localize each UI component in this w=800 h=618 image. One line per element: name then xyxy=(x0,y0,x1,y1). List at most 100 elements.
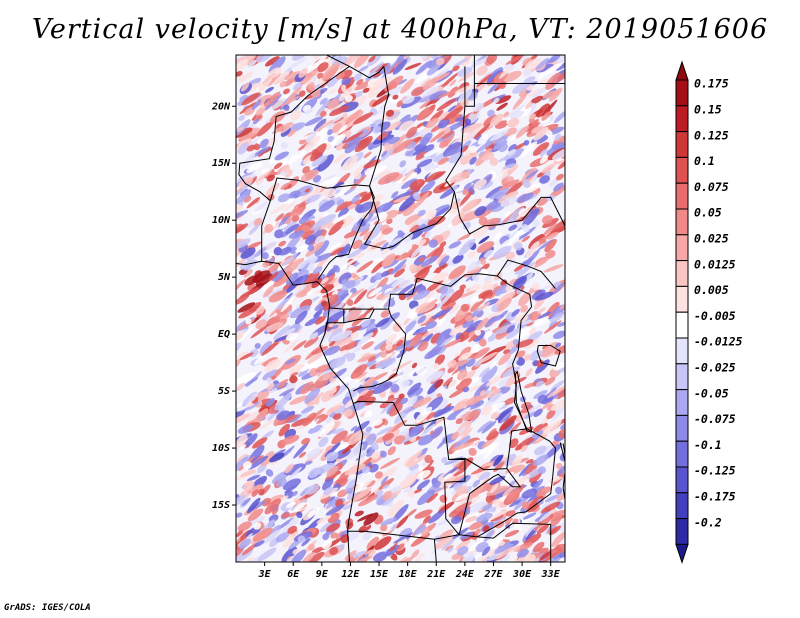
velocity-cell xyxy=(416,454,426,463)
velocity-cell xyxy=(390,351,400,359)
velocity-cell xyxy=(457,545,469,556)
velocity-cell xyxy=(391,277,405,288)
colorbar-swatch xyxy=(675,156,689,184)
velocity-cell xyxy=(367,355,376,362)
velocity-cell xyxy=(345,110,364,123)
velocity-cell xyxy=(310,143,327,162)
velocity-cell xyxy=(236,209,249,221)
velocity-cell xyxy=(409,224,420,233)
velocity-cell xyxy=(417,315,427,324)
velocity-cell xyxy=(301,405,315,414)
velocity-cell xyxy=(557,321,565,327)
velocity-cell xyxy=(253,540,265,548)
velocity-cell xyxy=(412,146,428,156)
velocity-cell xyxy=(511,308,520,317)
velocity-cell xyxy=(287,57,307,70)
velocity-cell xyxy=(493,97,500,104)
velocity-cell xyxy=(443,466,459,478)
velocity-cell xyxy=(543,223,558,236)
velocity-cell xyxy=(354,136,373,153)
velocity-cell xyxy=(387,499,405,517)
velocity-cell xyxy=(413,524,427,536)
velocity-cell xyxy=(250,146,271,159)
velocity-cell xyxy=(501,236,520,247)
lat-label: 5N xyxy=(218,272,231,283)
velocity-cell xyxy=(508,224,518,231)
velocity-cell xyxy=(371,450,381,460)
velocity-cell xyxy=(260,451,275,467)
velocity-cell xyxy=(356,390,374,404)
velocity-cell xyxy=(363,512,379,526)
velocity-cell xyxy=(342,445,352,455)
velocity-cell xyxy=(437,157,449,165)
velocity-cell xyxy=(289,375,298,384)
velocity-cell xyxy=(526,249,534,258)
velocity-cell xyxy=(433,407,451,418)
velocity-cell xyxy=(524,338,540,350)
velocity-cell xyxy=(385,121,402,132)
velocity-cell xyxy=(239,102,257,115)
velocity-cell xyxy=(259,138,269,149)
velocity-cell xyxy=(466,352,479,359)
velocity-cell xyxy=(242,71,254,80)
velocity-cell xyxy=(413,488,423,494)
velocity-cell xyxy=(533,256,550,268)
velocity-cell xyxy=(255,305,265,315)
velocity-cell xyxy=(261,497,271,507)
velocity-cell xyxy=(330,330,353,342)
velocity-cell xyxy=(236,203,244,215)
velocity-cell xyxy=(284,327,296,335)
velocity-cell xyxy=(352,170,362,180)
velocity-cell xyxy=(542,217,559,229)
velocity-cell xyxy=(328,88,337,95)
velocity-cell xyxy=(373,272,384,281)
velocity-cell xyxy=(265,469,274,477)
velocity-cell xyxy=(433,362,439,369)
velocity-cell xyxy=(240,152,256,169)
velocity-cell xyxy=(490,483,499,494)
velocity-cell xyxy=(414,509,433,519)
velocity-cell xyxy=(359,240,372,251)
velocity-cell xyxy=(418,434,434,446)
velocity-cell xyxy=(338,236,352,250)
velocity-cell xyxy=(262,284,276,298)
velocity-cell xyxy=(326,523,341,532)
velocity-cell xyxy=(505,327,521,340)
border-line xyxy=(238,65,350,202)
velocity-cell xyxy=(351,194,361,204)
velocity-cell xyxy=(284,223,300,234)
velocity-cell xyxy=(523,139,530,146)
velocity-cell xyxy=(330,532,339,539)
velocity-cell xyxy=(495,95,512,104)
velocity-cell xyxy=(245,318,252,325)
velocity-cell xyxy=(454,84,474,94)
velocity-cell xyxy=(237,302,256,313)
velocity-cell xyxy=(240,82,250,92)
velocity-cell xyxy=(439,241,447,248)
velocity-cell xyxy=(344,463,366,476)
velocity-cell xyxy=(236,371,257,384)
velocity-cell xyxy=(493,232,502,242)
velocity-cell xyxy=(236,512,243,518)
velocity-cell xyxy=(399,397,409,405)
velocity-cell xyxy=(509,438,519,449)
velocity-cell xyxy=(255,178,265,186)
velocity-cell xyxy=(398,279,411,290)
velocity-cell xyxy=(332,213,351,224)
velocity-cell xyxy=(520,304,529,313)
velocity-cell xyxy=(477,443,497,456)
velocity-cell xyxy=(434,354,446,366)
velocity-cell xyxy=(463,221,471,230)
velocity-cell xyxy=(246,196,261,209)
velocity-cell xyxy=(472,347,490,360)
velocity-cell xyxy=(470,301,480,313)
velocity-cell xyxy=(531,86,548,99)
velocity-cell xyxy=(403,55,413,60)
velocity-cell xyxy=(293,441,309,459)
colorbar-swatch xyxy=(675,466,689,494)
border-line xyxy=(433,539,437,562)
velocity-cell xyxy=(331,383,349,398)
velocity-cell xyxy=(555,60,565,71)
border-line xyxy=(324,309,345,335)
velocity-cell xyxy=(435,206,450,217)
